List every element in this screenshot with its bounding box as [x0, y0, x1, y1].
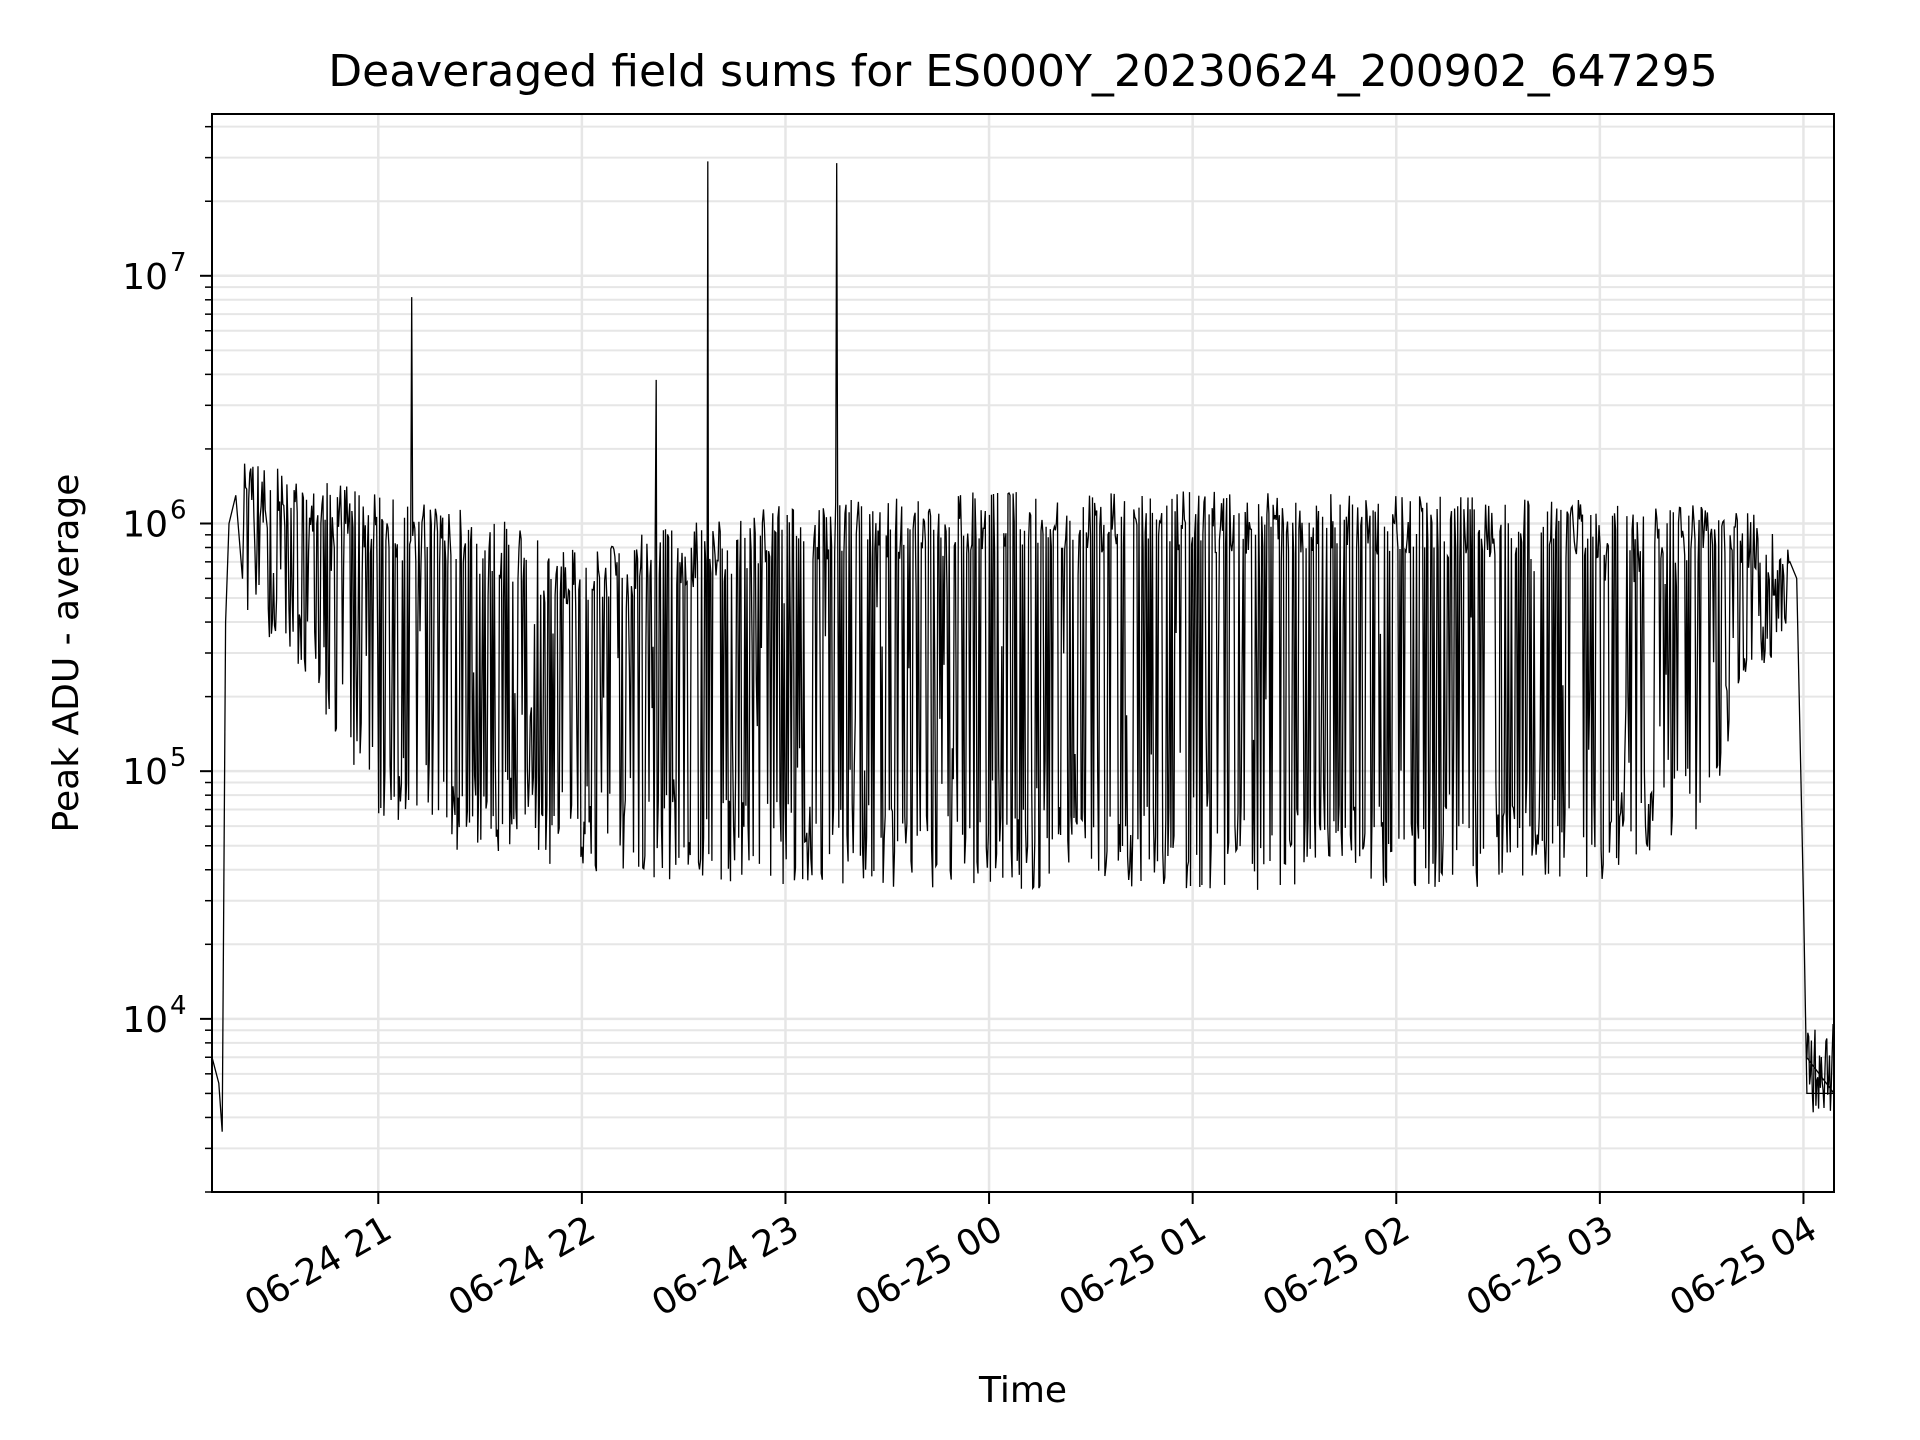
chart-title: Deaveraged field sums for ES000Y_2023062…: [328, 46, 1717, 97]
y-tick-label: 10: [122, 257, 168, 298]
y-tick-exponent: 4: [170, 991, 187, 1021]
data-layer: [212, 161, 1834, 1132]
y-tick-exponent: 7: [170, 248, 187, 278]
series-line: [212, 161, 1834, 1132]
y-tick-exponent: 5: [170, 743, 187, 773]
y-axis-label: Peak ADU - average: [46, 474, 87, 833]
x-axis-label: Time: [978, 1370, 1067, 1411]
y-tick-label: 10: [122, 752, 168, 793]
y-tick-label: 10: [122, 504, 168, 545]
y-tick-exponent: 6: [170, 495, 187, 525]
y-tick-label: 10: [122, 1000, 168, 1041]
